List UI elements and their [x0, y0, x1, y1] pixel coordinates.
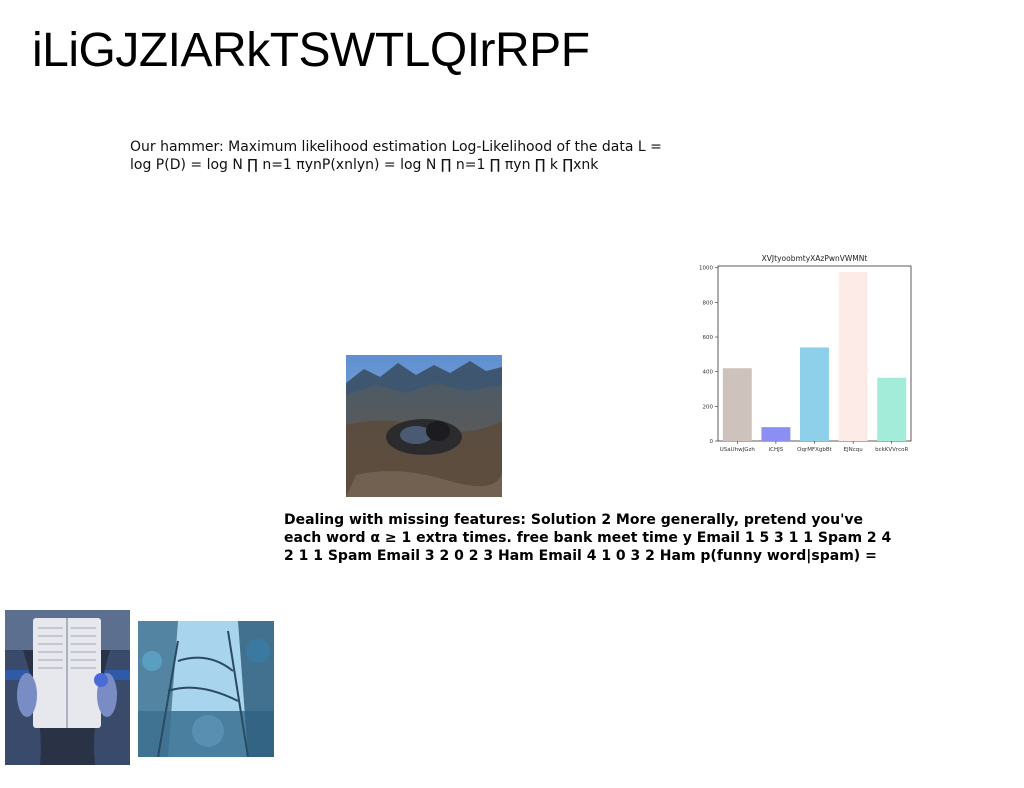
- bar-bckKVVrcoR: [877, 377, 907, 441]
- x-tick-label: USaUhwJGzh: [720, 447, 756, 453]
- x-tick-label: lCHJS: [769, 447, 784, 453]
- landscape-photo: [346, 355, 502, 497]
- bar-USaUhwJGzh: [722, 368, 752, 441]
- bar-EJNcqu: [838, 272, 868, 441]
- x-tick-label: OqrMFXgbBt: [797, 447, 833, 453]
- bar-chart-svg: XVJtyoobmtyXAzPwnVWMNt 0 200 400 600 800 1000 U…: [699, 254, 912, 453]
- open-book-photo: [5, 610, 130, 765]
- bar-lCHJS: [761, 427, 791, 441]
- x-tick-label: bckKVVrcoR: [875, 447, 908, 453]
- bar-OqrMFXgbBt: [800, 347, 829, 441]
- y-tick-label: 400: [703, 370, 714, 376]
- forest-photo: [138, 621, 274, 757]
- chart-title: XVJtyoobmtyXAzPwnVWMNt: [762, 254, 868, 263]
- page-title: iLiGJZIARkTSWTLQIrRPF: [32, 24, 590, 77]
- y-tick-label: 200: [703, 404, 714, 410]
- bar-chart: XVJtyoobmtyXAzPwnVWMNt 0 200 400 600 800 1000 U…: [693, 251, 921, 459]
- missing-features-paragraph: Dealing with missing features: Solution …: [284, 512, 892, 564]
- x-tick-label: EJNcqu: [843, 447, 862, 453]
- likelihood-paragraph: Our hammer: Maximum likelihood estimatio…: [130, 139, 662, 173]
- y-tick-label: 0: [710, 439, 714, 445]
- y-tick-label: 600: [703, 335, 714, 341]
- y-tick-label: 800: [703, 300, 714, 306]
- y-tick-label: 1000: [699, 266, 713, 272]
